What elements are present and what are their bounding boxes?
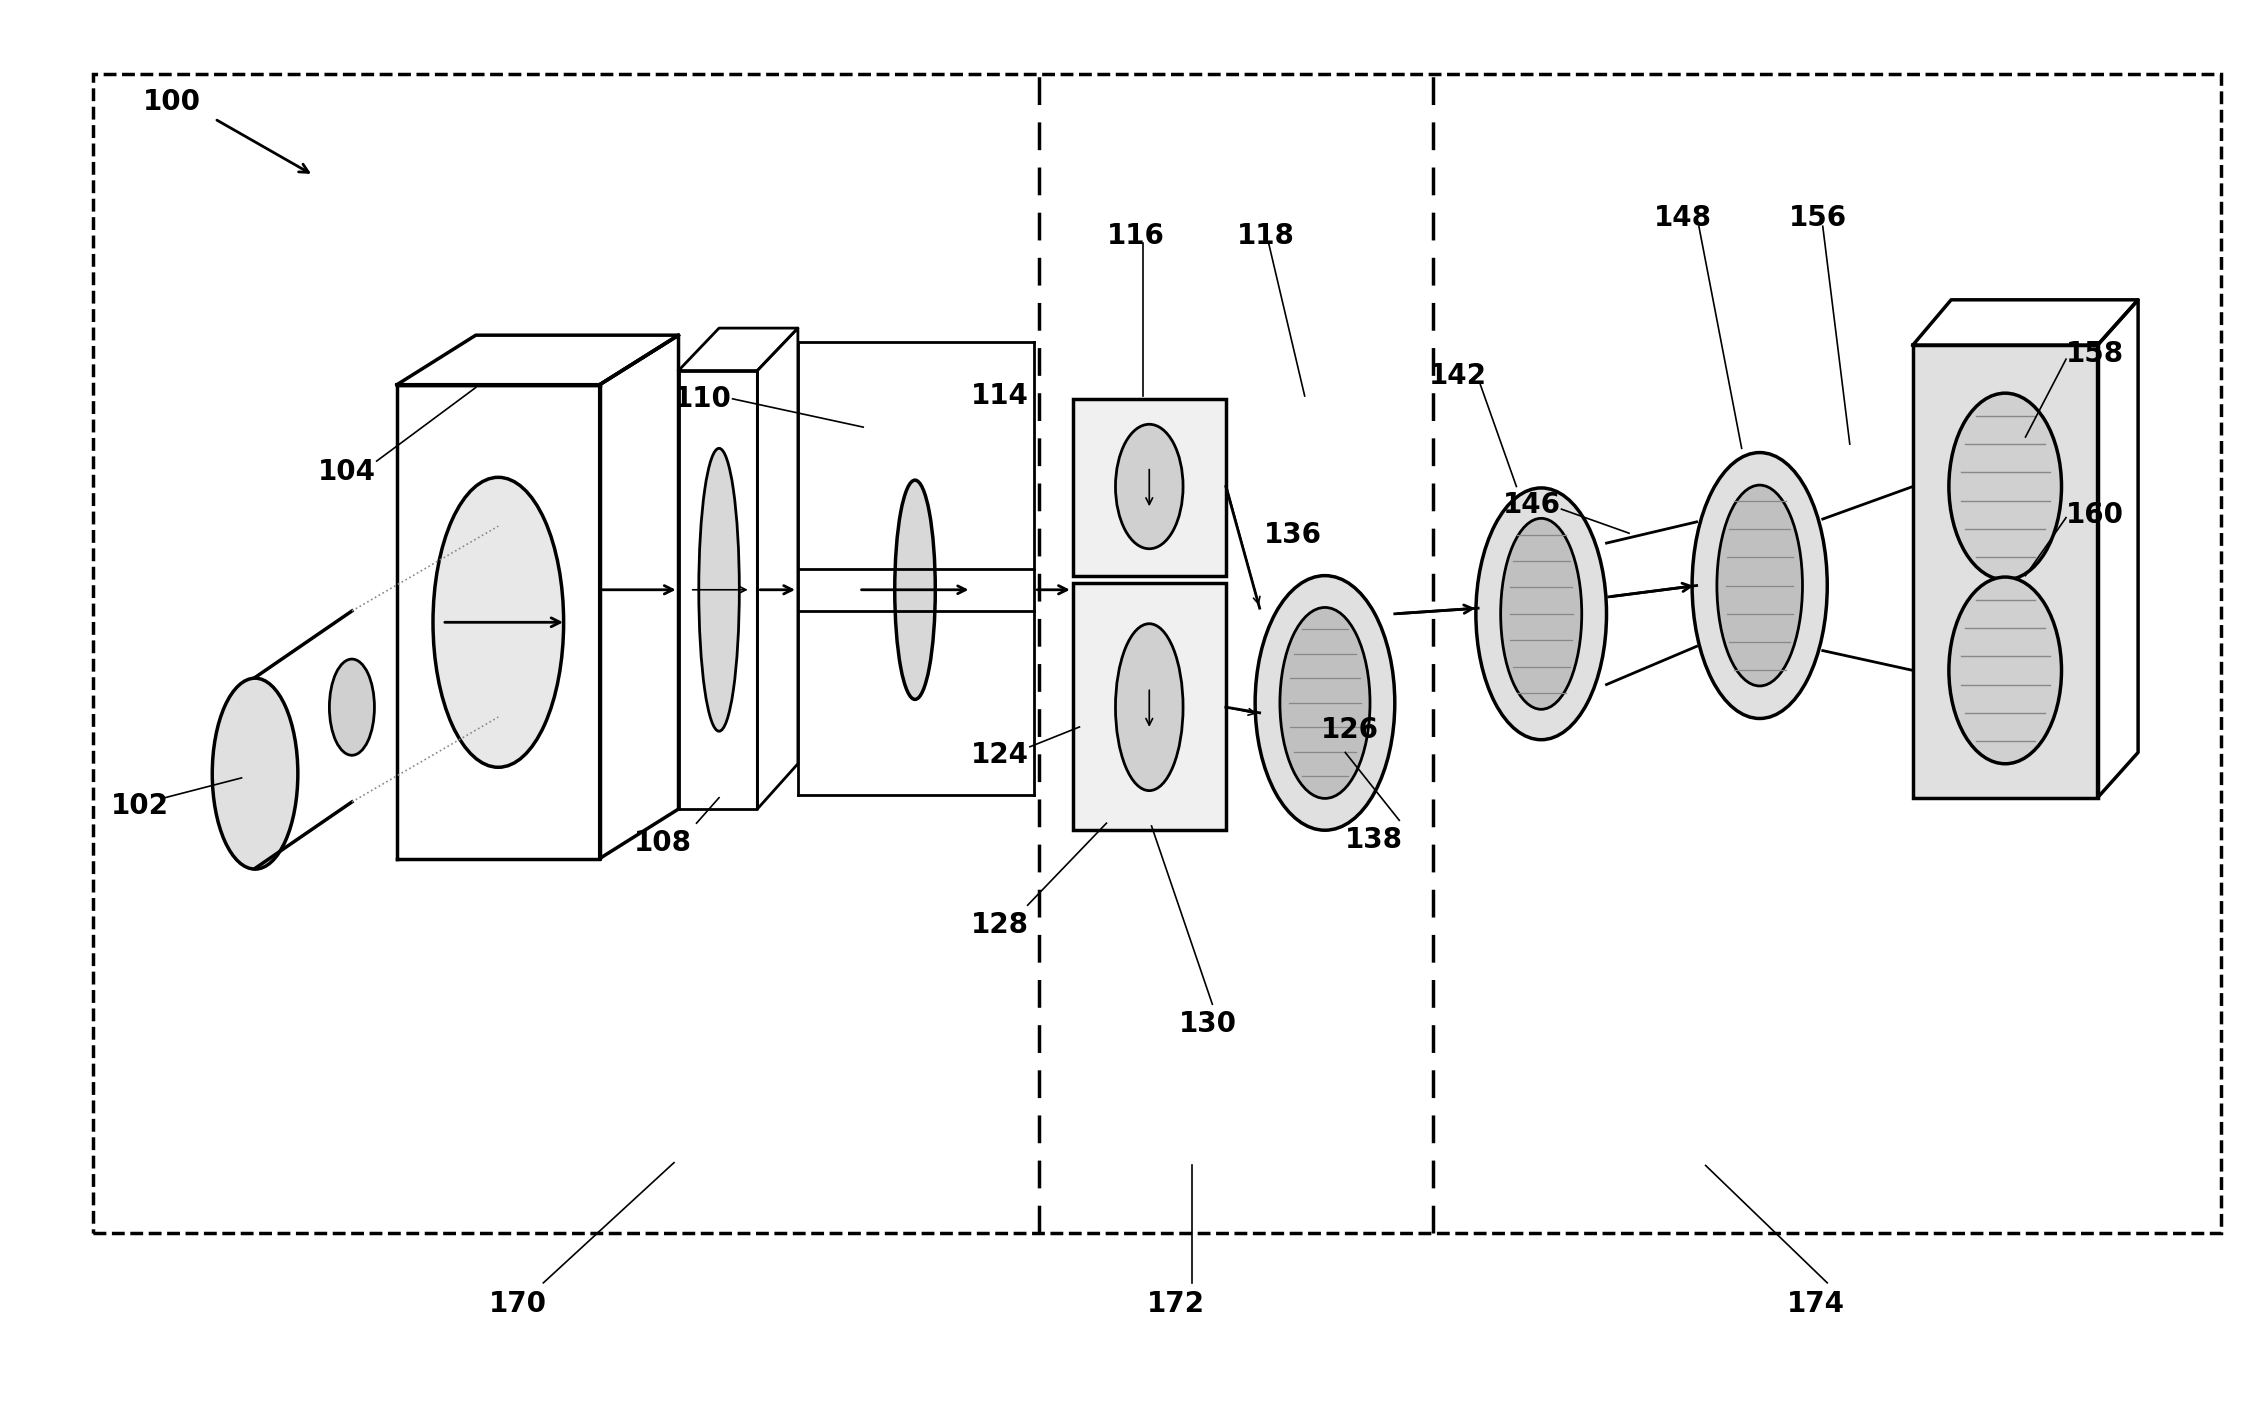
Text: 118: 118 — [1237, 222, 1296, 250]
Text: 124: 124 — [971, 741, 1030, 770]
Ellipse shape — [698, 449, 738, 731]
Text: 138: 138 — [1346, 826, 1402, 853]
Ellipse shape — [1949, 393, 2062, 579]
Ellipse shape — [1716, 486, 1802, 686]
Text: 170: 170 — [490, 1289, 546, 1318]
Ellipse shape — [1115, 425, 1183, 548]
Text: 142: 142 — [1429, 362, 1486, 391]
Ellipse shape — [1477, 488, 1605, 740]
Text: 160: 160 — [2066, 501, 2125, 528]
Ellipse shape — [1502, 518, 1583, 710]
Ellipse shape — [1949, 577, 2062, 764]
Bar — [1073, 399, 1226, 575]
Ellipse shape — [330, 659, 375, 755]
Bar — [93, 74, 2222, 1234]
Ellipse shape — [1691, 453, 1827, 719]
Ellipse shape — [434, 477, 564, 767]
Text: 108: 108 — [634, 829, 691, 856]
Text: 126: 126 — [1321, 716, 1377, 744]
Text: 104: 104 — [318, 459, 377, 487]
Text: 148: 148 — [1653, 204, 1712, 231]
Ellipse shape — [1255, 575, 1395, 831]
Text: 146: 146 — [1504, 491, 1560, 518]
Ellipse shape — [894, 480, 935, 700]
Text: 114: 114 — [971, 382, 1030, 410]
Ellipse shape — [1115, 623, 1183, 791]
Text: 110: 110 — [673, 385, 732, 413]
Text: 172: 172 — [1147, 1289, 1206, 1318]
Text: 130: 130 — [1179, 1010, 1237, 1038]
Text: 100: 100 — [142, 88, 201, 116]
Ellipse shape — [1280, 608, 1371, 798]
Text: 136: 136 — [1264, 521, 1323, 548]
Ellipse shape — [212, 679, 298, 869]
Text: 174: 174 — [1786, 1289, 1845, 1318]
Text: 116: 116 — [1106, 222, 1165, 250]
Text: 156: 156 — [1788, 204, 1847, 231]
Bar — [1913, 345, 2098, 798]
Bar — [1073, 582, 1226, 831]
Text: 158: 158 — [2066, 339, 2125, 368]
Text: 128: 128 — [971, 912, 1030, 939]
Text: 102: 102 — [111, 792, 169, 821]
